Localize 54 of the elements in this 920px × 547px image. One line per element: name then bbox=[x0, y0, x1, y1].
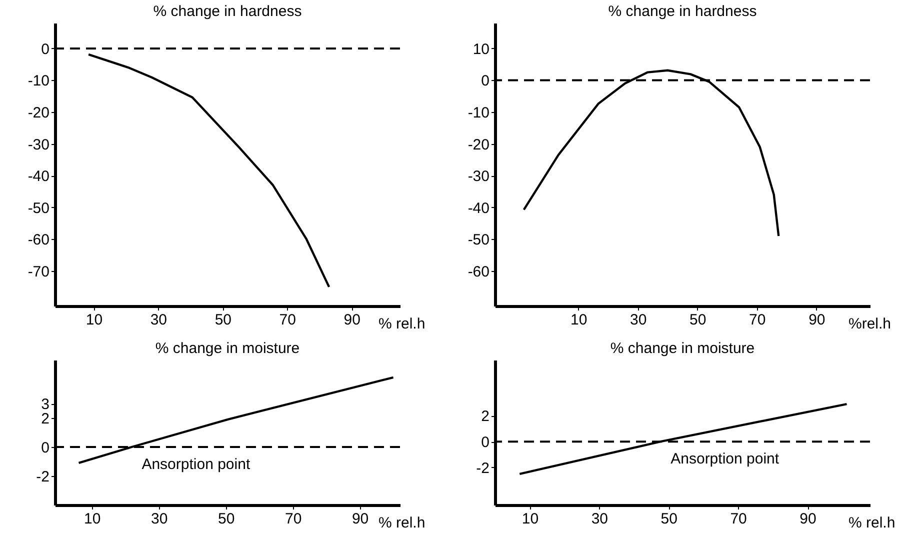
x-tick-label: 10 bbox=[84, 510, 101, 528]
x-tick-label: 30 bbox=[630, 312, 647, 328]
x-axis-title: % rel.h bbox=[378, 514, 426, 532]
y-tick-label: -2 bbox=[36, 468, 50, 486]
y-tick-label: 0 bbox=[41, 440, 50, 456]
x-tick-label: 70 bbox=[749, 312, 766, 328]
y-tick-label: -70 bbox=[28, 264, 50, 281]
x-tick-label: 50 bbox=[690, 312, 706, 328]
y-tick-label: -20 bbox=[28, 104, 50, 122]
x-tick-label: 70 bbox=[284, 510, 302, 528]
chart-title: % change in moisture bbox=[155, 340, 300, 357]
y-tick-label: -30 bbox=[468, 168, 490, 186]
y-tick-label: -60 bbox=[28, 232, 50, 249]
y-tick-label: 2 bbox=[481, 408, 490, 426]
y-tick-label: -60 bbox=[468, 264, 490, 281]
y-tick-label: -50 bbox=[28, 200, 50, 217]
annotation: Ansorption point bbox=[142, 456, 251, 473]
x-axis-title: % rel.h bbox=[848, 514, 896, 532]
y-tick-label: 3 bbox=[41, 396, 50, 413]
x-tick-label: 10 bbox=[570, 312, 588, 328]
x-axis-title: % rel.h bbox=[378, 316, 426, 332]
x-axis-title: %rel.h bbox=[848, 316, 892, 332]
x-tick-label: 90 bbox=[808, 312, 826, 328]
x-tick-label: 90 bbox=[352, 510, 369, 528]
y-tick-label: -2 bbox=[476, 460, 490, 477]
y-tick-label: -40 bbox=[28, 168, 50, 186]
x-tick-label: 10 bbox=[522, 510, 539, 528]
y-tick-label: -40 bbox=[468, 200, 490, 217]
y-tick-label: -10 bbox=[28, 72, 50, 90]
x-tick-label: 50 bbox=[660, 510, 678, 528]
chart-title: % change in hardness bbox=[608, 3, 757, 20]
x-tick-label: 30 bbox=[150, 312, 168, 328]
x-tick-label: 10 bbox=[86, 312, 103, 328]
y-tick-label: -10 bbox=[468, 104, 490, 122]
y-tick-label: 0 bbox=[481, 434, 490, 452]
chart-title: % change in hardness bbox=[153, 3, 302, 20]
x-tick-label: 90 bbox=[800, 510, 816, 528]
x-tick-label: 90 bbox=[344, 312, 360, 328]
x-tick-label: 70 bbox=[279, 312, 296, 328]
y-tick-label: 10 bbox=[472, 40, 490, 58]
x-tick-label: 50 bbox=[214, 312, 232, 328]
y-tick-label: 0 bbox=[41, 40, 50, 58]
y-tick-label: 2 bbox=[41, 410, 50, 428]
y-tick-label: 0 bbox=[481, 72, 490, 90]
x-tick-label: 50 bbox=[218, 510, 235, 528]
x-tick-label: 70 bbox=[730, 510, 747, 528]
annotation: Ansorption point bbox=[670, 450, 780, 468]
y-tick-label: -30 bbox=[28, 136, 50, 154]
x-tick-label: 30 bbox=[591, 510, 608, 528]
y-tick-label: -50 bbox=[468, 232, 490, 249]
chart-title: % change in moisture bbox=[610, 340, 755, 357]
x-tick-label: 30 bbox=[150, 510, 168, 528]
y-tick-label: -20 bbox=[468, 136, 490, 154]
line-series bbox=[87, 53, 330, 288]
